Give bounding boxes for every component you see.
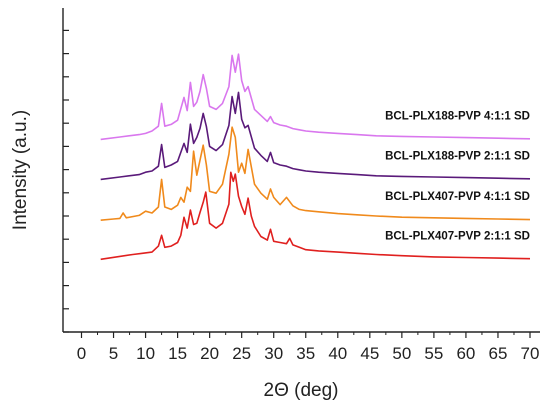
series-line-1 — [100, 171, 531, 261]
series-labels: BCL-PLX407-PVP 2:1:1 SD BCL-PLX407-PVP 4:… — [385, 110, 530, 242]
series-line-3 — [100, 91, 531, 181]
x-axis-title: 2Θ (deg) — [264, 380, 339, 401]
x-tick-label: 55 — [424, 344, 443, 363]
series-line-2 — [100, 126, 531, 221]
series-label-3: BCL-PLX188-PVP 2:1:1 SD — [385, 150, 530, 162]
x-ticks — [80, 332, 531, 338]
series-lines — [100, 53, 531, 261]
x-tick-label: 40 — [328, 344, 347, 363]
x-tick-label: 10 — [136, 344, 155, 363]
x-tick-label: 45 — [360, 344, 379, 363]
x-tick-label: 35 — [296, 344, 315, 363]
x-tick-label: 15 — [168, 344, 187, 363]
x-tick-label: 50 — [392, 344, 411, 363]
y-axis-title: Intensity (a.u.) — [10, 110, 31, 230]
series-label-1: BCL-PLX407-PVP 2:1:1 SD — [385, 230, 530, 242]
y-ticks — [63, 29, 69, 333]
x-tick-labels: 0 5 10 15 20 25 30 35 40 45 50 55 60 65 70 — [77, 344, 540, 363]
series-line-4 — [100, 53, 531, 141]
x-tick-label: 30 — [264, 344, 283, 363]
plot-area: 0 5 10 15 20 25 30 35 40 45 50 55 60 65 70 BCL-PLX407-… — [62, 8, 540, 363]
x-tick-label: 70 — [521, 344, 540, 363]
x-tick-label: 5 — [109, 344, 118, 363]
x-tick-label: 60 — [456, 344, 475, 363]
x-tick-label: 65 — [489, 344, 508, 363]
x-tick-label: 0 — [77, 344, 86, 363]
series-label-4: BCL-PLX188-PVP 4:1:1 SD — [385, 110, 530, 122]
x-tick-label: 25 — [232, 344, 251, 363]
series-label-2: BCL-PLX407-PVP 4:1:1 SD — [385, 191, 530, 203]
x-tick-label: 20 — [200, 344, 219, 363]
